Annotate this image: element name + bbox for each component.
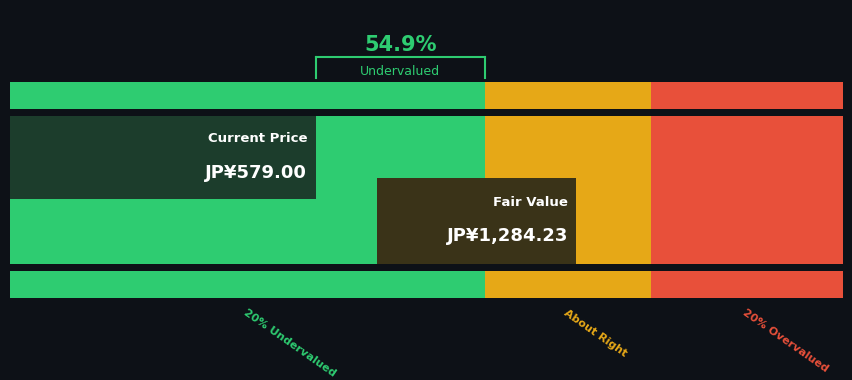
Text: 20% Undervalued: 20% Undervalued xyxy=(241,308,337,379)
Bar xyxy=(376,178,576,264)
Text: 54.9%: 54.9% xyxy=(364,35,436,55)
Text: 20% Overvalued: 20% Overvalued xyxy=(740,308,829,374)
Bar xyxy=(484,271,651,298)
Bar xyxy=(10,82,484,109)
Bar xyxy=(10,271,484,298)
Bar xyxy=(10,116,315,199)
Bar xyxy=(484,82,651,109)
Bar xyxy=(10,116,484,264)
Bar xyxy=(651,82,842,109)
Text: JP¥579.00: JP¥579.00 xyxy=(205,164,307,182)
Bar xyxy=(651,271,842,298)
Bar xyxy=(484,116,651,264)
Text: Current Price: Current Price xyxy=(208,132,307,145)
Text: About Right: About Right xyxy=(561,308,628,359)
Text: Undervalued: Undervalued xyxy=(360,65,440,78)
Bar xyxy=(651,116,842,264)
Text: JP¥1,284.23: JP¥1,284.23 xyxy=(446,227,567,245)
Text: Fair Value: Fair Value xyxy=(492,196,567,209)
